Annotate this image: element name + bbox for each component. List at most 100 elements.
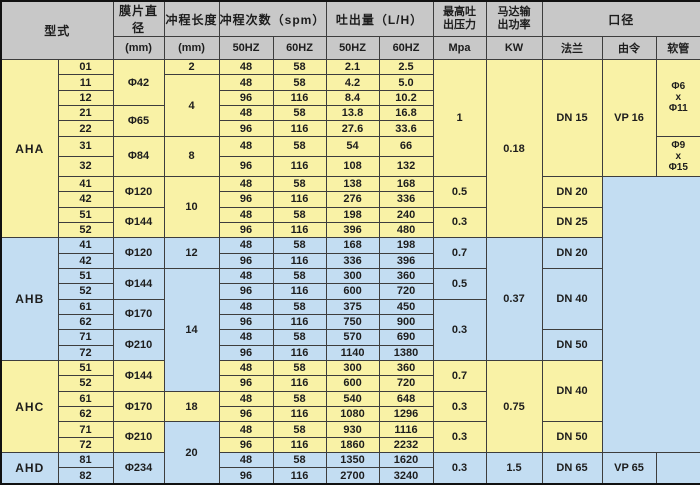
table-cell: Φ42 [112, 58, 165, 107]
header-motor-output-power: 马达输 出功率 [485, 0, 543, 37]
table-cell: 96 [218, 283, 274, 300]
table-cell: Φ144 [112, 359, 165, 392]
table-cell: 10 [163, 175, 220, 239]
table-cell: DN 20 [541, 175, 603, 208]
table-cell: 1140 [325, 344, 380, 361]
table-cell: 58 [272, 58, 327, 76]
table-cell: 58 [272, 237, 327, 254]
table-cell: 52 [57, 375, 114, 392]
header-stroke-unit: (mm) [163, 36, 220, 60]
table-cell: 96 [218, 467, 274, 485]
table-cell: 108 [325, 155, 380, 177]
table-cell: DN 50 [541, 421, 603, 454]
table-cell: Φ210 [112, 329, 165, 361]
table-cell: 132 [378, 155, 434, 177]
table-cell: 71 [57, 329, 114, 346]
table-cell: Φ170 [112, 298, 165, 331]
table-cell: 2700 [325, 467, 380, 485]
table-cell: 96 [218, 252, 274, 269]
merged-empty-region [601, 175, 700, 454]
header-pressure-unit: Mpa [432, 36, 487, 60]
table-cell: 61 [57, 298, 114, 315]
table-cell: 276 [325, 191, 380, 208]
table-cell: 116 [272, 467, 327, 485]
table-cell: 116 [272, 344, 327, 361]
table-cell: 600 [325, 375, 380, 392]
table-cell: 41 [57, 175, 114, 193]
table-cell: 96 [218, 89, 274, 107]
table-cell: 71 [57, 421, 114, 438]
table-cell: 138 [325, 175, 380, 193]
table-cell: 48 [218, 421, 274, 438]
table-cell: 336 [325, 252, 380, 269]
table-cell: 96 [218, 344, 274, 361]
table-cell: Φ234 [112, 452, 165, 485]
table-cell: 33.6 [378, 120, 434, 137]
table-cell: 96 [218, 405, 274, 423]
table-cell: 48 [218, 175, 274, 193]
table-cell: 375 [325, 298, 380, 315]
table-cell: 0.3 [432, 206, 487, 239]
header-stroke-rate: 冲程次数（spm） [218, 0, 327, 37]
header-hose: 软管 [655, 36, 700, 60]
table-cell: 0.3 [432, 390, 487, 423]
table-cell: 61 [57, 390, 114, 408]
table-cell: 52 [57, 283, 114, 300]
table-cell: Φ120 [112, 175, 165, 208]
table-cell: 2.1 [325, 58, 380, 76]
table-cell: 198 [378, 237, 434, 254]
table-cell: 58 [272, 298, 327, 315]
table-cell: 66 [378, 135, 434, 157]
table-cell: 01 [57, 58, 114, 76]
table-cell: 0.75 [485, 359, 543, 454]
table-cell: 48 [218, 135, 274, 157]
table-cell: 18 [163, 390, 220, 423]
table-cell: 570 [325, 329, 380, 346]
table-cell: 116 [272, 252, 327, 269]
table-cell: 21 [57, 105, 114, 122]
table-cell: 0.18 [485, 58, 543, 239]
table-cell: 81 [57, 452, 114, 469]
table-cell: 600 [325, 283, 380, 300]
section-aha: AHA [0, 58, 59, 239]
table-cell: 20 [163, 421, 220, 485]
table-cell: 48 [218, 329, 274, 346]
header-max-discharge-pressure: 最高吐 出压力 [432, 0, 487, 37]
table-cell: 82 [57, 467, 114, 485]
header-union: 由令 [601, 36, 657, 60]
table-cell: 31 [57, 135, 114, 157]
table-cell: 1350 [325, 452, 380, 469]
table-cell: 116 [272, 155, 327, 177]
table-cell: 48 [218, 105, 274, 122]
table-cell: Φ170 [112, 390, 165, 423]
table-cell: 450 [378, 298, 434, 315]
table-cell: 48 [218, 58, 274, 76]
table-cell: 42 [57, 191, 114, 208]
table-cell: 62 [57, 313, 114, 331]
table-cell: 58 [272, 74, 327, 91]
table-cell: 0.3 [432, 452, 487, 485]
table-cell: 58 [272, 206, 327, 223]
table-cell: 96 [218, 375, 274, 392]
table-cell: 51 [57, 206, 114, 223]
table-cell: 1 [432, 59, 487, 177]
table-cell: 116 [272, 221, 327, 239]
header-model-type: 型式 [0, 0, 114, 60]
table-cell: Φ144 [112, 267, 165, 300]
table-cell: 72 [57, 436, 114, 454]
table-cell: 720 [378, 283, 434, 300]
table-cell: 13.8 [325, 105, 380, 122]
section-ahb: AHB [0, 237, 59, 361]
table-cell: 1080 [325, 405, 380, 423]
table-cell: 0.7 [432, 237, 487, 269]
table-cell: 58 [272, 329, 327, 346]
table-cell: 5.0 [378, 74, 434, 91]
table-cell: 48 [218, 298, 274, 315]
table-cell: DN 50 [541, 329, 603, 361]
table-cell: 336 [378, 191, 434, 208]
table-cell: DN 25 [541, 206, 603, 239]
table-cell: 8.4 [325, 89, 380, 107]
table-cell: Φ144 [112, 206, 165, 239]
table-cell: 1116 [378, 421, 434, 438]
